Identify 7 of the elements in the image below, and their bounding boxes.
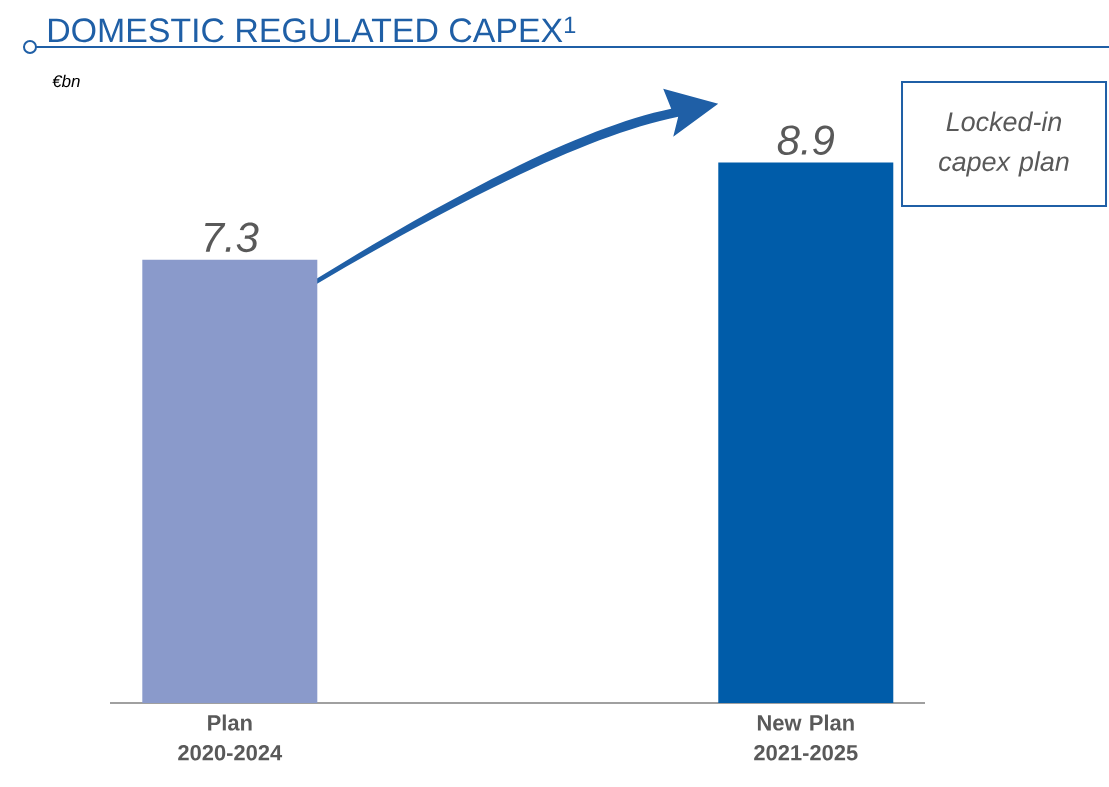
chart-title: DOMESTIC REGULATED CAPEX$^{1}$: [48, 16, 576, 43]
x-tick-label: Plan 2020-2024: [178, 714, 283, 761]
x-tick-label: New Plan 2021-2025: [754, 714, 858, 761]
y-axis-title: €bn: [52, 74, 80, 88]
data-label: 8.9: [777, 125, 834, 156]
text: Locked-in capex plan: [939, 111, 1069, 177]
data-label: 7.3: [205, 222, 259, 253]
